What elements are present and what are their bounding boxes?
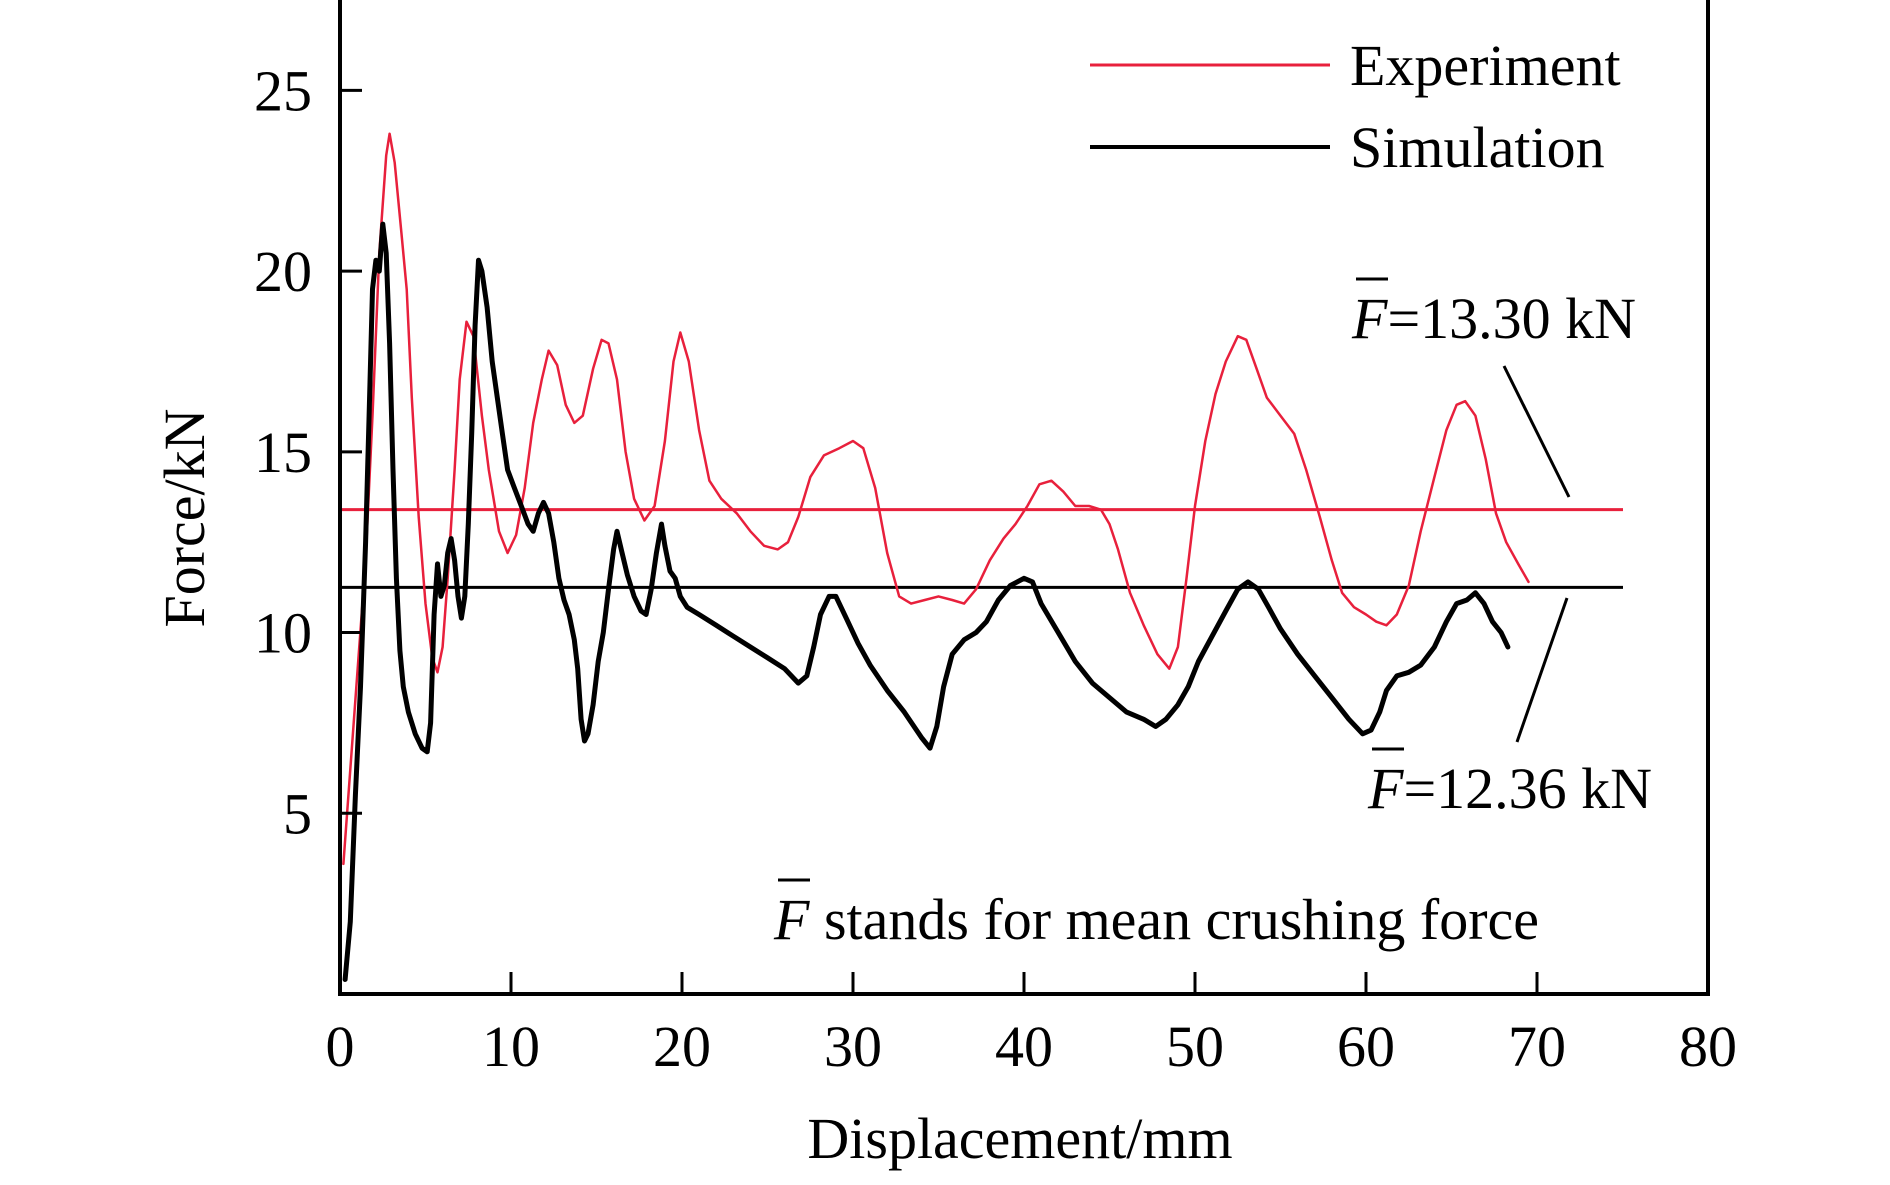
legend: Experiment Simulation: [1090, 33, 1621, 180]
x-axis-title: Displacement/mm: [807, 1106, 1232, 1171]
x-tick-label: 80: [1679, 1014, 1737, 1079]
x-tick-label: 70: [1508, 1014, 1566, 1079]
y-tick-label: 10: [254, 601, 312, 666]
x-tick-label: 60: [1337, 1014, 1395, 1079]
footnote-text: stands for mean crushing force: [809, 887, 1539, 952]
mean-label-experiment: F=13.30 kN: [1351, 277, 1636, 498]
mean-force-footnote: F stands for mean crushing force: [773, 878, 1539, 952]
y-tick-label: 5: [283, 781, 312, 846]
svg-text:F=13.30 kN: F=13.30 kN: [1351, 286, 1636, 351]
svg-text:F=12.36 kN: F=12.36 kN: [1367, 756, 1652, 821]
y-axis-title: Force/kN: [152, 408, 217, 627]
x-tick-label: 40: [995, 1014, 1053, 1079]
mean-value-simulation: =12.36 kN: [1403, 756, 1652, 821]
x-tick-label: 0: [326, 1014, 355, 1079]
legend-label-simulation: Simulation: [1350, 115, 1605, 180]
mean-value-experiment: =13.30 kN: [1387, 286, 1636, 351]
mean-symbol-experiment: F: [1351, 286, 1388, 351]
x-tick-label: 20: [653, 1014, 711, 1079]
y-tick-label: 25: [254, 58, 312, 123]
series-line-experiment: [342, 132, 1530, 866]
svg-text:F stands for mean crushing for: F stands for mean crushing force: [773, 887, 1539, 952]
leader-line-experiment: [1502, 365, 1571, 498]
series-line-simulation: [342, 221, 1511, 982]
y-tick-label: 20: [254, 239, 312, 304]
footnote-symbol: F: [773, 887, 810, 952]
mean-label-simulation: F=12.36 kN: [1367, 597, 1652, 821]
x-tick-label: 30: [824, 1014, 882, 1079]
leader-line-simulation: [1515, 597, 1569, 743]
y-tick-label: 15: [254, 420, 312, 485]
plot-content: [340, 132, 1623, 982]
x-tick-label: 10: [482, 1014, 540, 1079]
x-tick-label: 50: [1166, 1014, 1224, 1079]
mean-symbol-simulation: F: [1367, 756, 1404, 821]
legend-label-experiment: Experiment: [1350, 33, 1621, 98]
axis-ticks: 0 10 20 30 40 50 60 70 80 5 10 15 20 25: [254, 58, 1737, 1079]
